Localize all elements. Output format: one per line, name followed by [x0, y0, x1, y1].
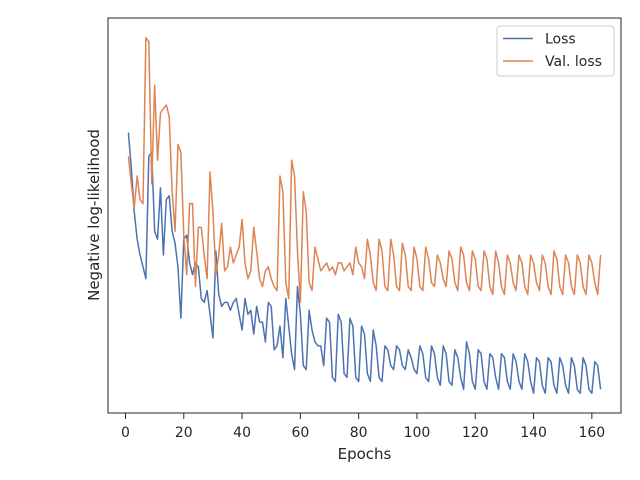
x-tick-label: 20	[175, 425, 193, 441]
x-tick-label: 60	[291, 425, 309, 441]
plot-area	[107, 17, 622, 414]
axes-frame	[107, 17, 622, 414]
x-axis-label: Epochs	[338, 445, 392, 463]
x-tick-label: 0	[121, 425, 130, 441]
legend-label-loss: Loss	[545, 32, 576, 48]
series-line-loss	[127, 132, 602, 394]
legend-label-val-loss: Val. loss	[545, 54, 602, 70]
x-tick-label: 120	[462, 425, 489, 441]
x-tick-label: 160	[578, 425, 605, 441]
x-tick-label: 100	[404, 425, 431, 441]
x-tick-label: 80	[350, 425, 368, 441]
series-line-val-loss	[127, 37, 602, 304]
x-tick-label: 40	[233, 425, 251, 441]
x-tick-label: 140	[520, 425, 547, 441]
y-axis-label: Negative log-likelihood	[85, 129, 103, 301]
x-axis-ticks: 0 20 40 60 80 100 120 140 160	[121, 413, 605, 441]
series-lines	[127, 37, 602, 394]
legend: Loss Val. loss	[496, 25, 615, 77]
